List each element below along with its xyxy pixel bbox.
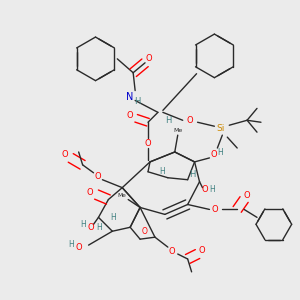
Text: N: N [127,92,134,101]
Text: Si: Si [216,124,224,133]
Text: O: O [142,227,148,236]
Text: O: O [244,191,250,200]
Text: O: O [186,116,193,125]
Text: O: O [61,151,68,160]
Text: O: O [86,188,93,197]
Text: O: O [210,151,217,160]
Text: H: H [159,167,165,176]
Text: O: O [211,205,218,214]
Text: H: H [68,240,74,249]
Text: H: H [134,97,140,106]
Text: H: H [165,116,171,125]
Text: O: O [146,54,152,63]
Text: H: H [110,213,116,222]
Text: H: H [80,220,86,229]
Text: H: H [209,185,215,194]
Text: O: O [198,246,205,255]
Text: O: O [169,247,175,256]
Text: O: O [87,223,94,232]
Text: Me: Me [118,193,127,198]
Text: H: H [218,148,223,158]
Text: Me: Me [173,128,182,133]
Text: O: O [201,185,208,194]
Text: O: O [127,111,134,120]
Text: O: O [75,243,82,252]
Text: O: O [145,139,151,148]
Text: O: O [94,172,101,181]
Text: H: H [189,170,196,179]
Text: H: H [97,223,102,232]
